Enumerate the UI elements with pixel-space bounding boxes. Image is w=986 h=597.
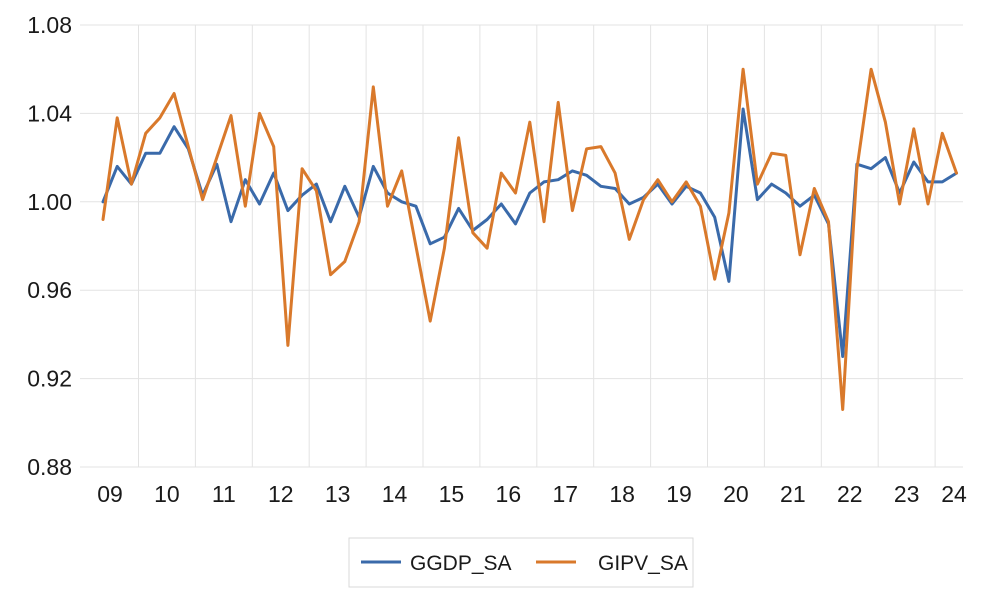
y-tick-label: 1.00 [27,189,72,215]
legend-label: GGDP_SA [410,552,512,575]
x-tick-label: 19 [666,481,692,507]
x-tick-label: 13 [325,481,351,507]
x-tick-label: 21 [780,481,806,507]
gridlines [80,24,963,468]
legend: GGDP_SA GIPV_SA [348,537,694,588]
x-tick-label: 20 [723,481,749,507]
y-tick-label: 1.08 [27,12,72,38]
x-tick-label: 22 [837,481,863,507]
x-tick-label: 14 [382,481,408,507]
x-tick-label: 16 [496,481,522,507]
x-tick-label: 24 [941,481,967,507]
x-tick-label: 10 [154,481,180,507]
y-tick-label: 0.92 [27,366,72,392]
series-line-gipv-sa [101,67,958,411]
x-tick-label: 18 [609,481,635,507]
series-lines [101,67,958,411]
y-axis-tick-labels: 0.88 0.92 0.96 1.00 1.04 1.08 [27,12,72,480]
x-tick-label: 17 [552,481,578,507]
x-tick-label: 23 [894,481,920,507]
x-tick-label: 12 [268,481,294,507]
x-tick-label: 15 [439,481,465,507]
x-tick-label: 09 [97,481,123,507]
x-tick-label: 11 [212,481,236,507]
y-tick-label: 0.96 [27,277,72,303]
legend-box [348,537,694,588]
y-tick-label: 0.88 [27,454,72,480]
y-tick-label: 1.04 [27,100,72,126]
x-axis-tick-labels: 09 10 11 12 13 14 15 16 17 18 19 20 21 22 23 24 [97,481,967,507]
legend-label: GIPV_SA [598,552,688,575]
